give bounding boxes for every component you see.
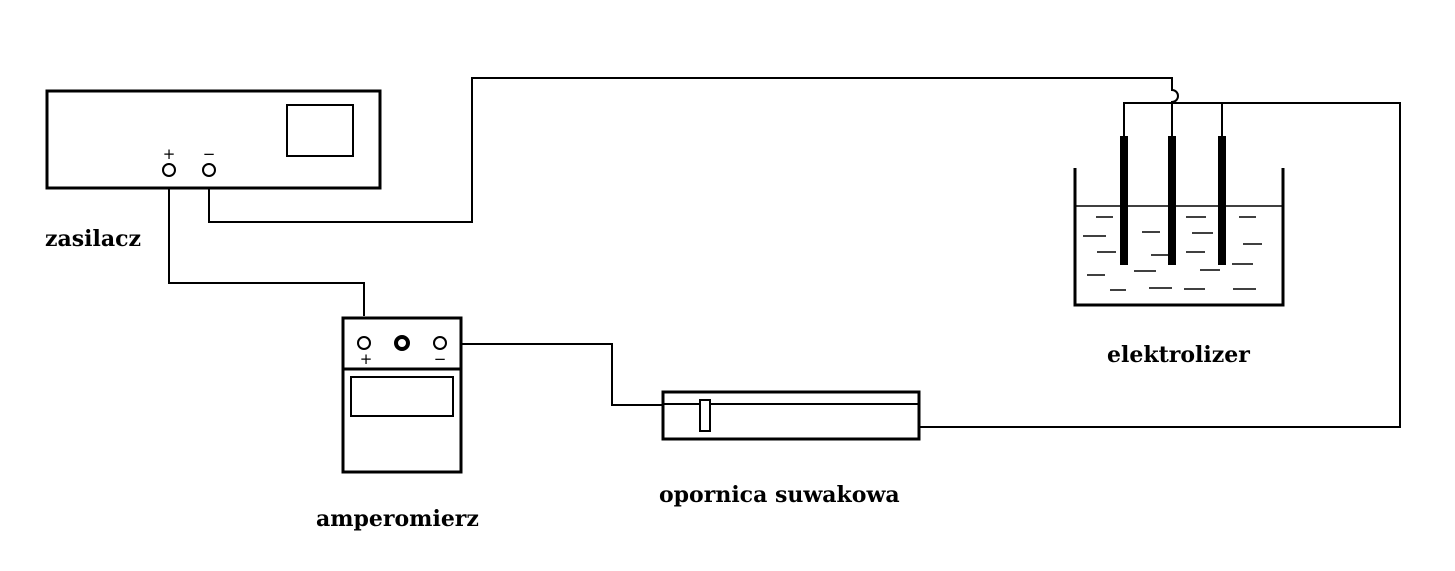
wire-electrolyzer-top-bus [919,102,1401,428]
power-supply-plus-terminal [162,163,176,177]
rheostat [661,390,921,441]
electrode-right [1218,136,1226,265]
rheostat-slider [699,399,711,432]
power-supply-label: zasilacz [45,226,141,252]
rheostat-label: opornica suwakowa [659,482,900,508]
power-supply-display [286,104,354,157]
electrode-middle [1168,136,1176,265]
ammeter-minus-terminal [433,336,447,350]
ammeter-plus-sign: + [360,350,373,368]
electrolyzer-label: elektrolizer [1107,342,1250,368]
wire-supply-minus-to-electrolyzer-middle [208,77,1179,223]
power-supply-plus-sign: + [163,145,176,163]
wire-supply-plus-to-ammeter [168,177,365,316]
power-supply: + − [45,89,382,190]
electrolyte-dashes [1083,216,1262,291]
ammeter-center-knob [394,335,410,351]
ammeter: + − [341,316,463,474]
power-supply-minus-terminal [202,163,216,177]
ammeter-label: amperomierz [316,506,479,532]
ammeter-plus-terminal [357,336,371,350]
power-supply-minus-sign: − [203,145,216,163]
ammeter-minus-sign: − [434,350,447,368]
wires [168,77,1401,428]
wire-ammeter-to-rheostat [462,343,663,406]
electrolyzer-vessel [1073,168,1285,307]
electrode-left [1120,136,1128,265]
ammeter-display [350,376,454,417]
electrolyzer [1073,136,1285,307]
